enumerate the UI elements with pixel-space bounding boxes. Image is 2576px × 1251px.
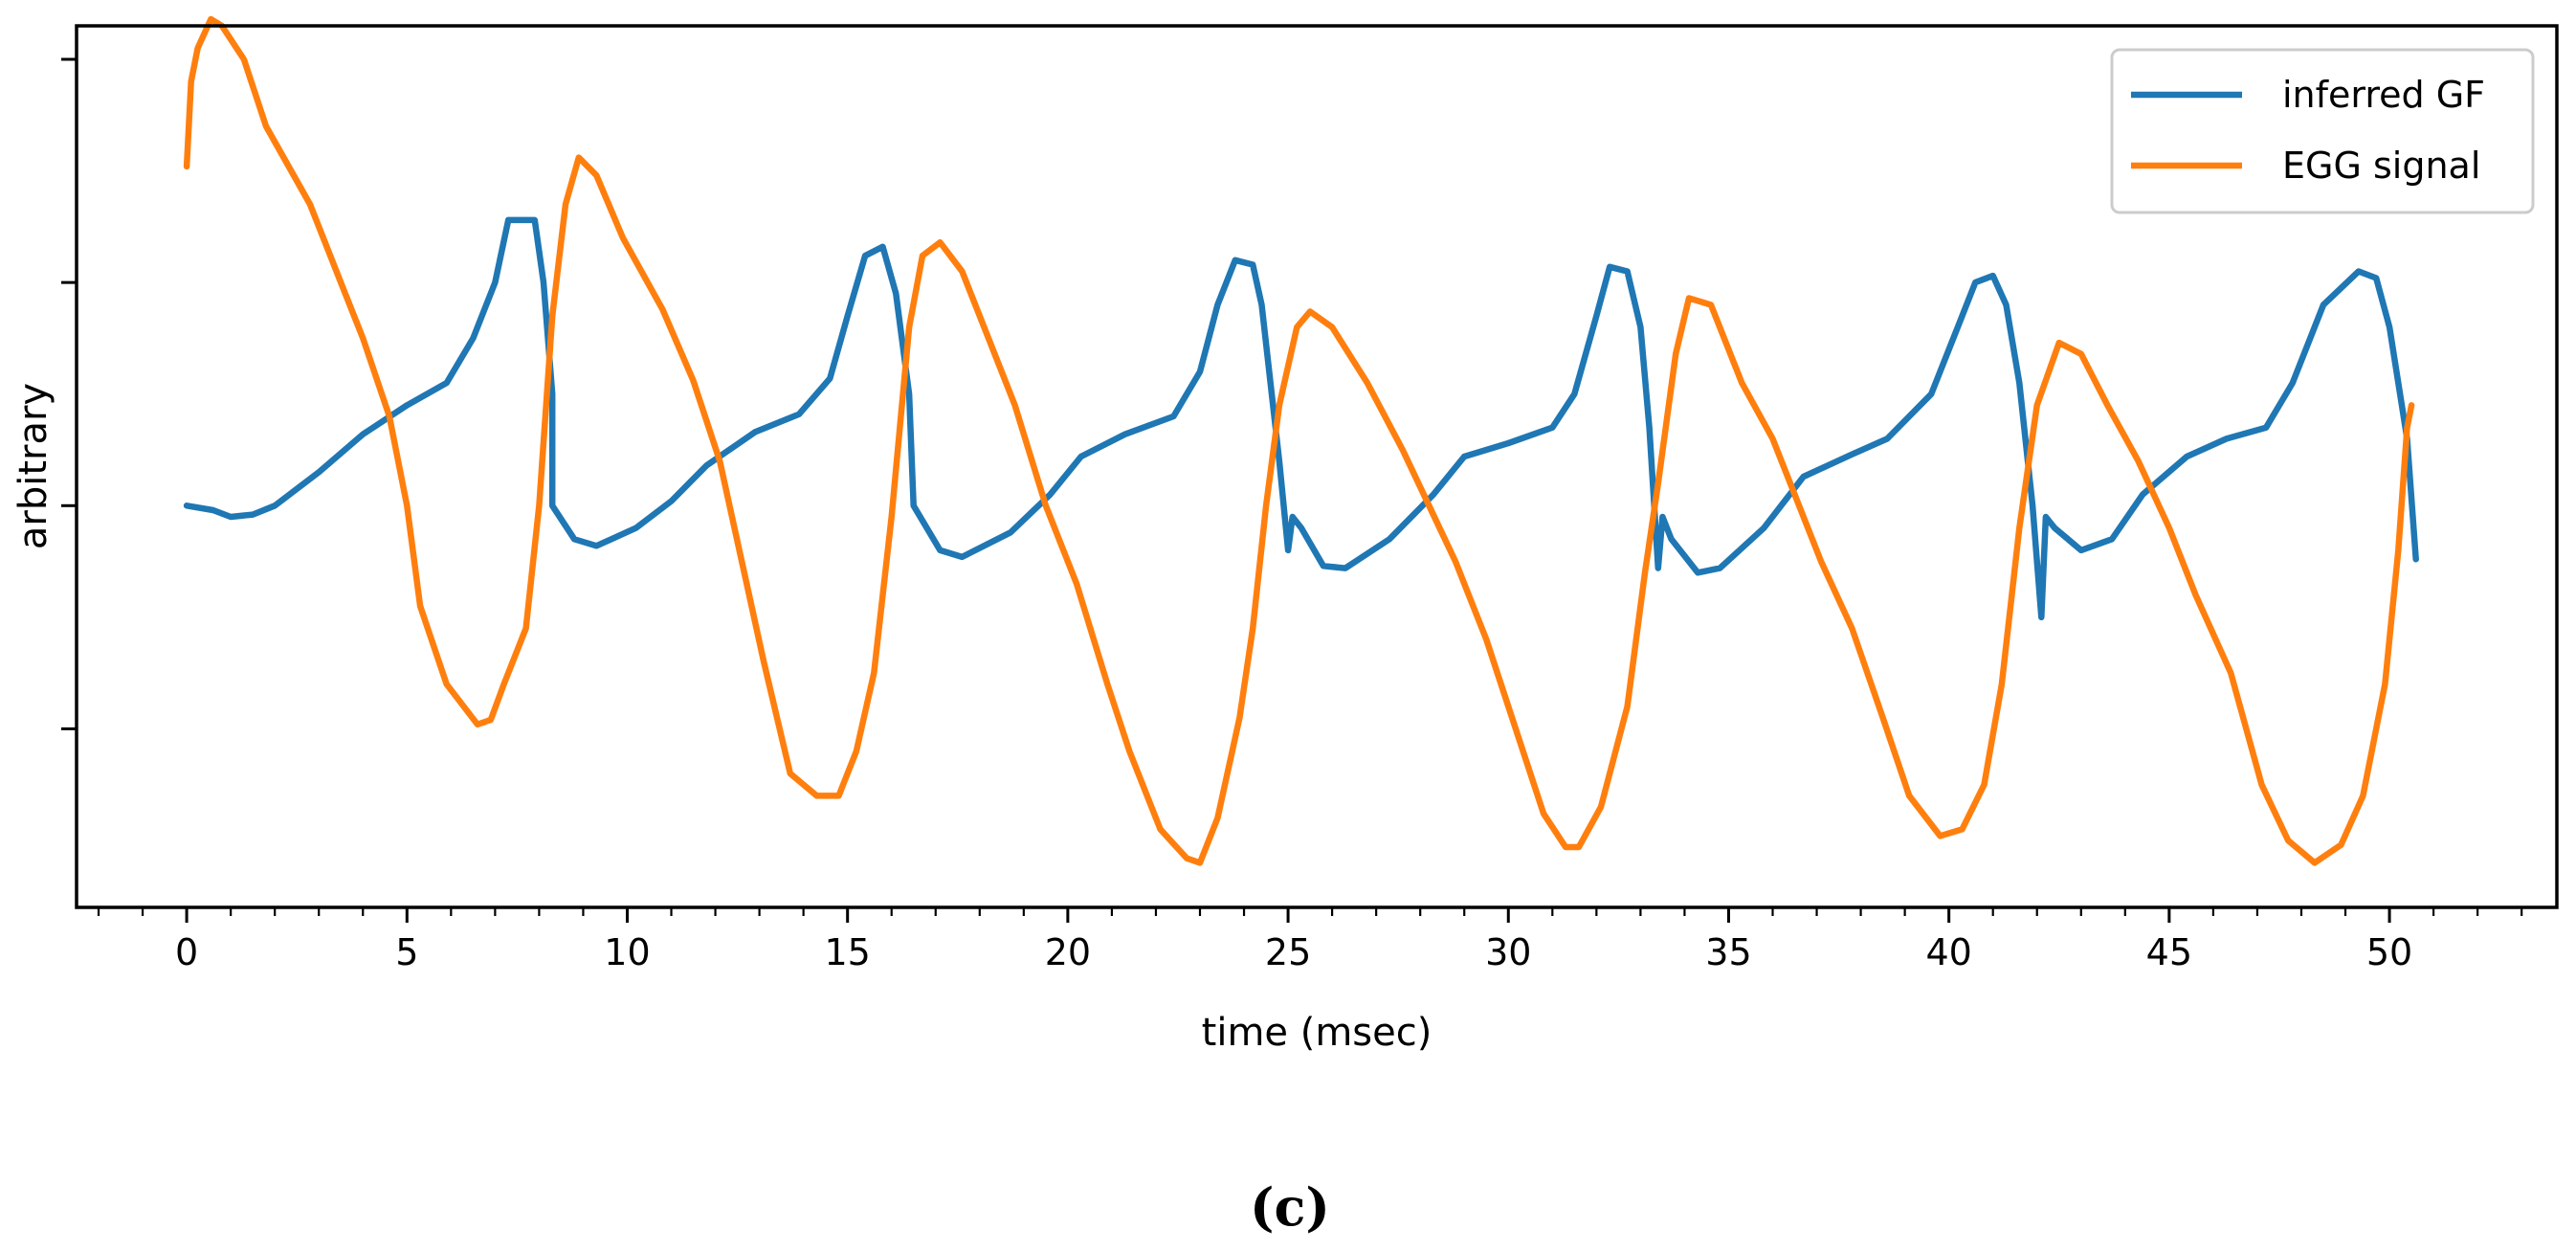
- x-axis-label: time (msec): [1202, 1011, 1432, 1055]
- plot-area: 0 5 10 15 20 25 30 35 40 45 50: [61, 15, 2559, 973]
- series-line-egg-signal: [183, 15, 2415, 866]
- legend-label-egg-signal: EGG signal: [2282, 145, 2480, 187]
- legend: inferred GF EGG signal: [2110, 48, 2535, 214]
- x-tick-label: 20: [1045, 931, 1091, 973]
- x-tick-label: 25: [1265, 931, 1311, 973]
- series-layer: [183, 15, 2419, 866]
- legend-box: [2110, 48, 2535, 214]
- x-tick-label: 10: [604, 931, 650, 973]
- x-tick-label: 40: [1925, 931, 1971, 973]
- series-line-inferred-gf: [183, 216, 2419, 621]
- y-axis-ticks: [61, 57, 77, 730]
- axes-frame: [75, 24, 2559, 909]
- x-tick-label: 45: [2146, 931, 2192, 973]
- x-tick-label: 30: [1485, 931, 1531, 973]
- x-tick-label: 0: [175, 931, 198, 973]
- x-tick-label: 50: [2366, 931, 2412, 973]
- legend-label-inferred-gf: inferred GF: [2282, 74, 2485, 116]
- x-tick-label: 15: [825, 931, 871, 973]
- x-tick-label: 5: [395, 931, 418, 973]
- y-axis-label: arbitrary: [11, 383, 56, 549]
- x-tick-label: 35: [1705, 931, 1751, 973]
- figure-caption: (c): [1250, 1176, 1330, 1238]
- x-axis-ticks: 0 5 10 15 20 25 30 35 40 45 50: [97, 907, 2523, 973]
